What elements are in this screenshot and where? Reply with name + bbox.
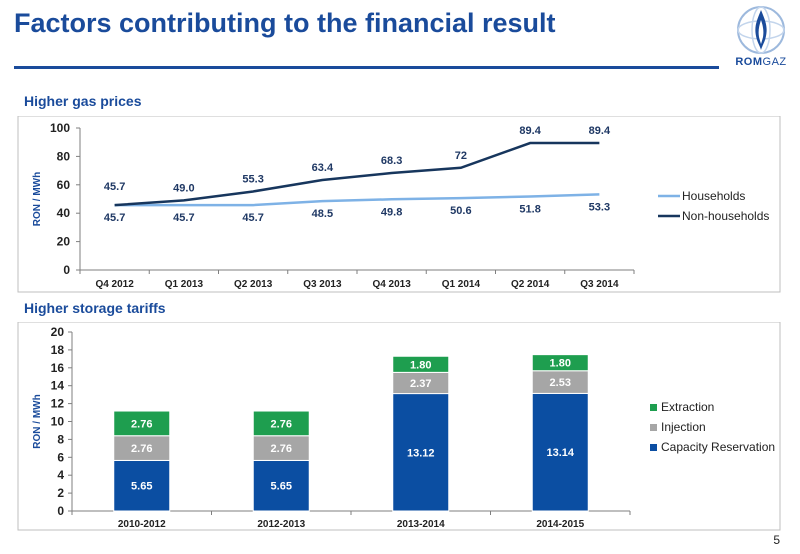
- data-label: 2.53: [550, 377, 571, 389]
- y-tick-label: 0: [57, 504, 64, 518]
- gas-prices-line-chart: 0 20 40 60 80 100 Q4 2012 Q1 2013 Q2 2013 Q3 2013…: [17, 116, 781, 293]
- data-label: 72: [455, 150, 467, 162]
- legend-label: Non-households: [682, 209, 769, 223]
- data-label: 1.80: [410, 359, 431, 371]
- data-label: 2.76: [271, 418, 292, 430]
- data-label: 2.76: [131, 418, 152, 430]
- data-label: 13.14: [546, 447, 574, 459]
- data-label: 2.76: [131, 443, 152, 455]
- y-tick-label: 16: [51, 361, 65, 375]
- y-tick-label: 2: [57, 486, 64, 500]
- logo-text-light: GAZ: [762, 56, 787, 68]
- data-label: 49.8: [381, 206, 402, 218]
- x-tick-label: 2014-2015: [536, 519, 584, 530]
- data-label: 55.3: [242, 173, 263, 185]
- x-tick-label: 2013-2014: [397, 519, 445, 530]
- y-tick-label: 20: [51, 325, 65, 339]
- data-label: 89.4: [589, 125, 611, 137]
- y-tick-label: 12: [51, 397, 65, 411]
- page-number: 5: [773, 533, 780, 547]
- bar-segment-injection: [113, 435, 171, 461]
- bar-segment-extraction: [392, 355, 450, 373]
- x-tick-label: 2012-2013: [257, 519, 305, 530]
- title-divider: [14, 66, 719, 69]
- y-tick-label: 10: [51, 415, 65, 429]
- x-tick-label: Q2 2014: [511, 279, 550, 290]
- bar-segment-injection: [252, 435, 310, 461]
- y-tick-label: 0: [63, 263, 70, 277]
- bar-segment-extraction: [531, 354, 589, 372]
- y-tick-label: 6: [57, 450, 64, 464]
- bar-segment-capacity-reservation: [252, 459, 310, 512]
- data-label: 2.76: [271, 443, 292, 455]
- legend-swatch: [650, 444, 657, 451]
- data-label: 45.7: [242, 212, 263, 224]
- x-tick-label: Q4 2013: [372, 279, 411, 290]
- y-tick-label: 60: [57, 178, 71, 192]
- y-tick-label: 14: [51, 379, 65, 393]
- data-label: 5.65: [131, 481, 152, 493]
- data-label: 50.6: [450, 205, 471, 217]
- romgaz-logo: ROMGAZ: [730, 4, 792, 68]
- storage-tariffs-bar-chart: 0 2 4 6 8 10 12 14 16 18 20 2010-2012 2012-2013 2013-…: [17, 322, 781, 531]
- x-tick-label: Q2 2013: [234, 279, 273, 290]
- y-tick-label: 100: [50, 121, 70, 135]
- data-label: 2.37: [410, 378, 431, 390]
- legend-label: Capacity Reservation: [661, 440, 775, 454]
- data-label: 5.65: [271, 481, 292, 493]
- data-label: 45.7: [104, 181, 125, 193]
- x-tick-label: Q3 2013: [303, 279, 342, 290]
- data-label: 68.3: [381, 155, 402, 167]
- legend-label: Households: [682, 189, 745, 203]
- y-tick-label: 4: [57, 468, 64, 482]
- bar-chart-frame: [17, 322, 781, 531]
- legend-label: Injection: [661, 420, 706, 434]
- bar-segment-capacity-reservation: [531, 392, 589, 512]
- data-label: 45.7: [173, 212, 194, 224]
- x-tick-label: Q1 2014: [442, 279, 481, 290]
- bar-segment-extraction: [252, 410, 310, 437]
- data-label: 1.80: [550, 358, 571, 370]
- flame-sphere-logo-icon: [737, 6, 785, 54]
- data-label: 13.12: [407, 447, 435, 459]
- x-tick-label: Q1 2013: [165, 279, 204, 290]
- data-label: 48.5: [312, 208, 333, 220]
- series-line-non-households: [114, 141, 600, 207]
- gas-prices-title: Higher gas prices: [24, 93, 142, 109]
- x-tick-label: Q4 2012: [95, 279, 134, 290]
- y-tick-label: 80: [57, 149, 71, 163]
- y-tick-label: 8: [57, 432, 64, 446]
- legend-swatch: [650, 424, 657, 431]
- bar-segment-extraction: [113, 410, 171, 437]
- data-label: 89.4: [519, 125, 541, 137]
- data-label: 63.4: [312, 162, 334, 174]
- legend-label: Extraction: [661, 400, 714, 414]
- bar-segment-capacity-reservation: [392, 393, 450, 512]
- storage-tariffs-title: Higher storage tariffs: [24, 300, 166, 316]
- series-line-households: [114, 193, 600, 207]
- y-axis-label: RON / MWh: [32, 172, 43, 226]
- x-tick-label: Q3 2014: [580, 279, 619, 290]
- data-label: 49.0: [173, 182, 194, 194]
- legend-swatch: [650, 404, 657, 411]
- data-label: 51.8: [519, 203, 540, 215]
- logo-wordmark: ROMGAZ: [730, 56, 792, 68]
- y-tick-label: 18: [51, 343, 65, 357]
- y-tick-label: 20: [57, 235, 71, 249]
- y-tick-label: 40: [57, 206, 71, 220]
- page-title: Factors contributing to the financial re…: [14, 8, 556, 38]
- x-tick-label: 2010-2012: [118, 519, 166, 530]
- y-axis-label: RON / MWh: [32, 394, 43, 448]
- data-label: 45.7: [104, 212, 125, 224]
- logo-text-bold: ROM: [735, 56, 763, 68]
- line-chart-frame: [17, 116, 781, 293]
- data-label: 53.3: [589, 201, 610, 213]
